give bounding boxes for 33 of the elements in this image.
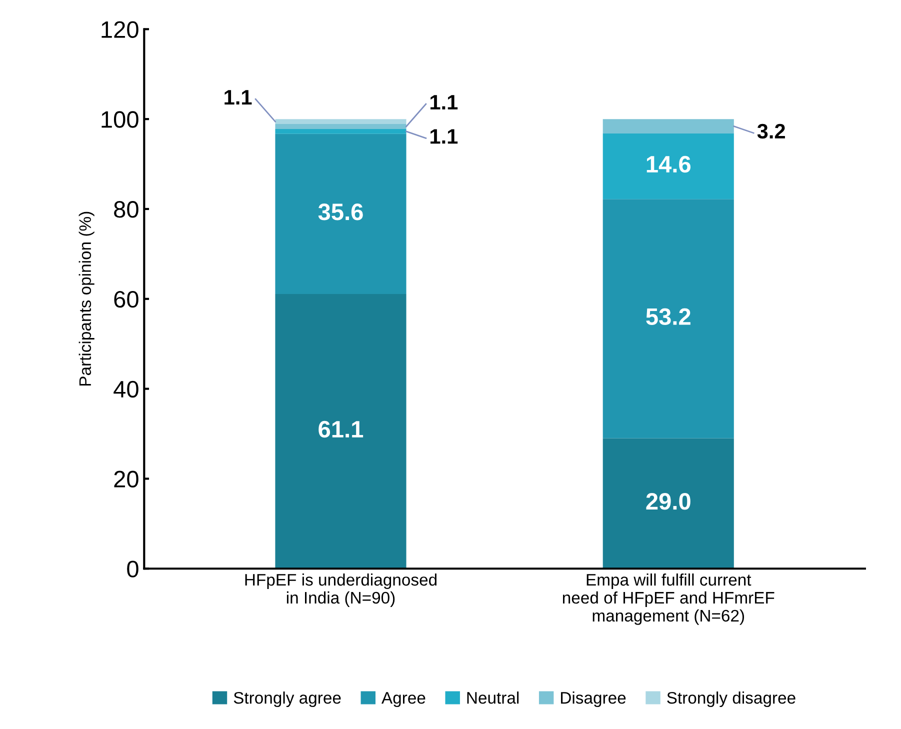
- data-label: 14.6: [646, 156, 691, 173]
- legend-label: Disagree: [561, 692, 626, 708]
- data-label: 1.1: [430, 95, 458, 110]
- y-axis-title: Participants opinion (%): [78, 212, 94, 386]
- y-tick-label: 60: [114, 290, 138, 308]
- bar: [275, 124, 406, 129]
- bar: [602, 133, 734, 200]
- y-tick-label: 120: [102, 21, 138, 38]
- legend-label: Neutral: [467, 692, 519, 704]
- bar: [275, 294, 406, 569]
- data-label: 1.1: [224, 90, 252, 104]
- bar: [602, 119, 734, 134]
- data-label: 29.0: [646, 493, 690, 510]
- data-label: 53.2: [646, 308, 690, 326]
- data-label: 3.2: [757, 124, 785, 139]
- x-tick-label: Empa will fulfill current need of HFpEF and HFmrEF management (N=62): [562, 573, 774, 625]
- y-tick-label: 80: [114, 201, 138, 218]
- legend-label: Agree: [381, 692, 426, 708]
- y-tick-label: 40: [114, 380, 138, 398]
- bar: [275, 128, 406, 134]
- bar: [602, 199, 734, 438]
- y-tick-label: 20: [114, 470, 138, 488]
- bar: [275, 134, 406, 294]
- data-label: 1.1: [430, 129, 458, 144]
- y-tick-label: 0: [127, 560, 138, 578]
- legend-label: Strongly agree: [234, 692, 341, 708]
- legend-label: Strongly disagree: [667, 692, 796, 708]
- y-tick-label: 100: [102, 111, 138, 128]
- bar: [275, 119, 406, 124]
- bar: [602, 438, 734, 569]
- data-label: 61.1: [318, 420, 364, 438]
- x-tick-label: HFpEF is underdiagnosed in India (N=90): [245, 573, 436, 607]
- data-label: 35.6: [318, 204, 363, 220]
